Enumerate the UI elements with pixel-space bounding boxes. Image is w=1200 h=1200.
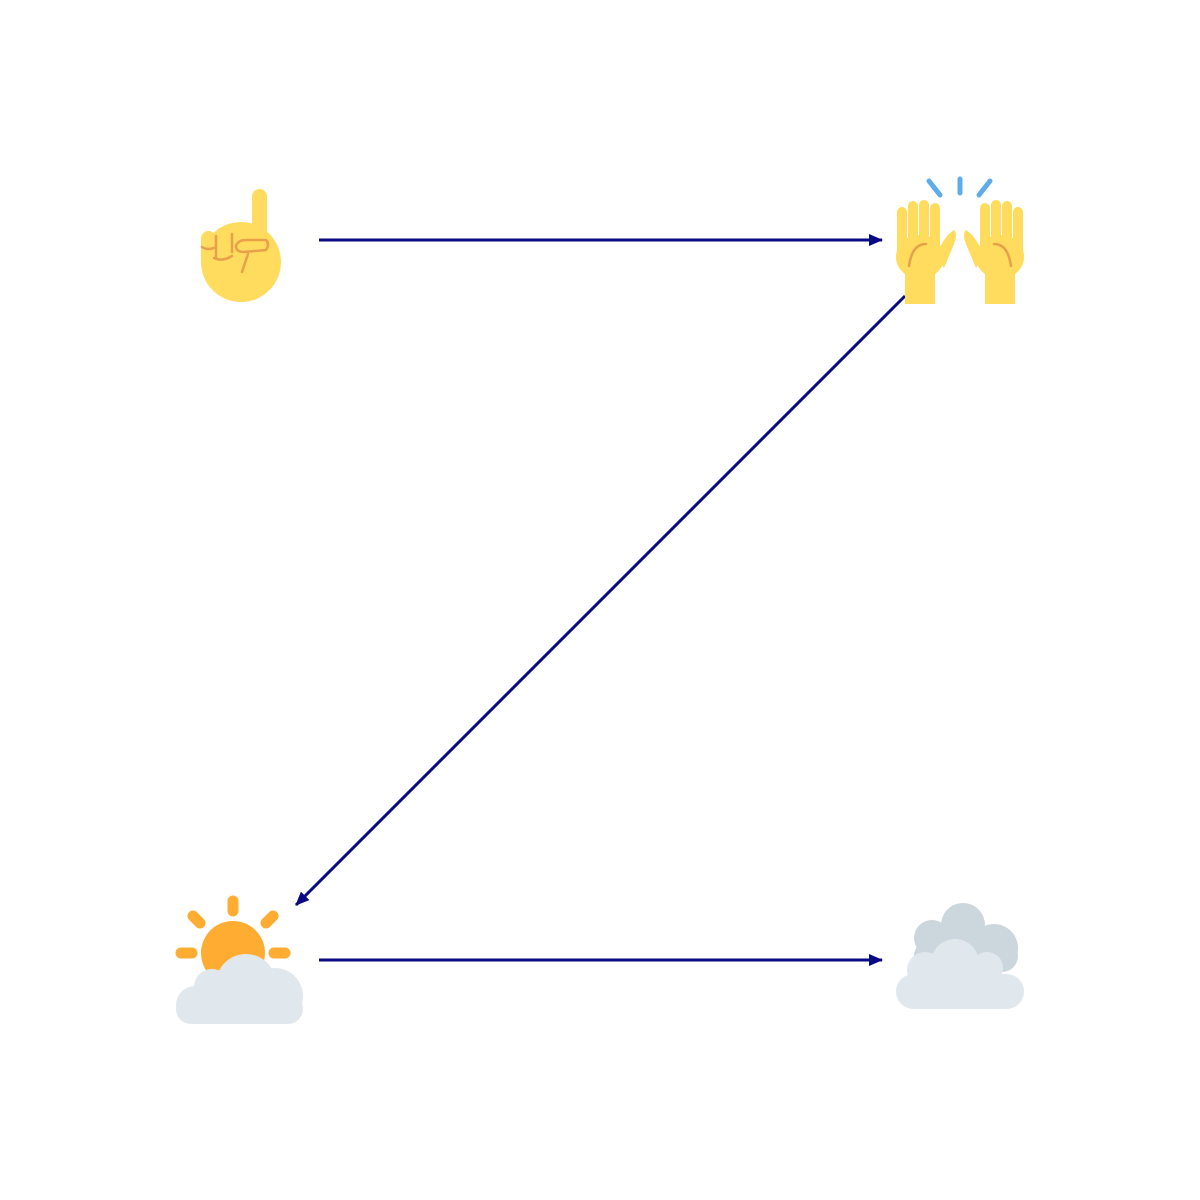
edges <box>294 234 907 966</box>
arrow-hands-to-sun-cloud <box>294 294 907 907</box>
cloud-icon <box>896 903 1024 1009</box>
index-pointing-up-icon <box>200 189 281 302</box>
sun-behind-cloud-icon <box>175 895 303 1024</box>
raising-hands-icon <box>896 176 1024 304</box>
